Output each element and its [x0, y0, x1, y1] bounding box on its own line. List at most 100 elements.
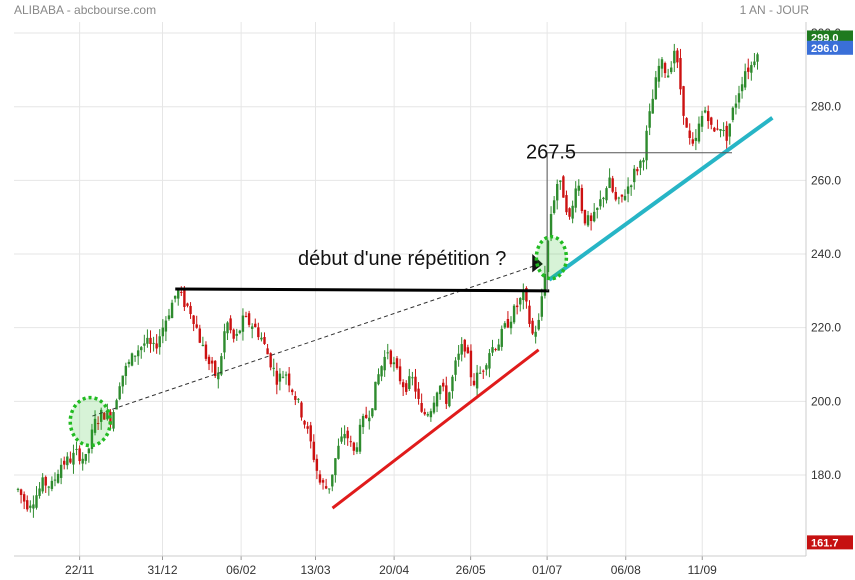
candle-body — [96, 423, 100, 425]
candle-body — [734, 103, 738, 108]
candle-body — [201, 344, 205, 347]
candle-body — [386, 352, 389, 354]
candle-body — [679, 58, 682, 90]
candle-body — [167, 315, 171, 320]
candle-body — [124, 365, 128, 377]
candle-body — [364, 414, 368, 418]
candle-body — [562, 176, 565, 198]
candle-body — [352, 442, 356, 451]
candle-body — [417, 388, 420, 399]
candle-body — [149, 337, 152, 345]
candle-body — [460, 344, 463, 355]
candle-body — [241, 315, 245, 332]
candle-body — [368, 417, 371, 422]
candle-body — [586, 215, 590, 226]
candle-body — [728, 123, 731, 137]
y-tick-260: 260.0 — [811, 173, 841, 187]
candle-body — [90, 429, 94, 449]
candle-body — [377, 374, 380, 385]
candle-body — [700, 115, 704, 127]
candle-body — [22, 494, 26, 502]
candle-body — [328, 488, 331, 490]
candle-body — [559, 180, 562, 182]
candle-body — [266, 348, 269, 355]
candle-body — [676, 50, 679, 63]
candle-body — [35, 495, 38, 508]
candle-body — [506, 318, 510, 328]
candle-body — [454, 360, 457, 375]
candle-body — [737, 93, 741, 103]
candle-body — [198, 328, 201, 343]
candle-body — [63, 460, 66, 465]
candle-body — [611, 178, 614, 192]
trend-drawings — [68, 116, 774, 510]
candle-body — [75, 448, 78, 450]
candle-body — [312, 441, 315, 460]
x-tick-3: 13/03 — [300, 563, 330, 577]
candle-body — [660, 59, 664, 69]
candle-body — [556, 184, 559, 201]
candle-body — [626, 186, 630, 194]
candle-body — [423, 412, 426, 415]
candle-body — [743, 71, 747, 88]
candle-body — [697, 123, 701, 142]
candle-body — [389, 350, 393, 365]
candle-body — [583, 209, 587, 224]
level-label-267: 267.5 — [526, 142, 576, 164]
candle-body — [315, 458, 319, 471]
candle-body — [485, 365, 488, 370]
candle-body — [725, 125, 728, 141]
candle-body — [232, 329, 235, 339]
candle-body — [294, 396, 297, 400]
candle-body — [395, 358, 399, 368]
candle-body — [525, 287, 528, 302]
y-tick-180: 180.0 — [811, 468, 841, 482]
candle-body — [543, 273, 547, 296]
y-tick-280: 280.0 — [811, 100, 841, 114]
candle-body — [140, 347, 143, 351]
candle-body — [106, 411, 109, 420]
candle-body — [657, 65, 661, 82]
candle-body — [210, 360, 214, 364]
candle-body — [602, 197, 605, 200]
candle-body — [143, 343, 146, 346]
candle-body — [291, 389, 294, 393]
candle-body — [247, 313, 251, 325]
candle-body — [303, 420, 306, 425]
candle-body — [170, 302, 174, 319]
candle-body — [118, 386, 121, 400]
candle-body — [438, 385, 442, 395]
candle-body — [451, 376, 454, 392]
candle-body — [651, 98, 654, 114]
candle-body — [710, 117, 713, 125]
candle-body — [93, 418, 97, 433]
candle-body — [192, 315, 195, 324]
candle-body — [448, 392, 451, 407]
candle-body — [343, 433, 346, 439]
repetition-note: début d'une répétition ? — [298, 248, 506, 270]
candle-body — [478, 372, 482, 374]
candle-body — [494, 348, 497, 350]
axis-labels: 180.0200.0220.0240.0260.0280.0300.022/11… — [65, 26, 841, 577]
candle-body — [238, 330, 242, 333]
candle-body — [217, 372, 220, 380]
candle-body — [16, 488, 20, 490]
candle-body — [183, 289, 186, 307]
candle-body — [688, 130, 691, 138]
candle-body — [756, 54, 759, 62]
candle-body — [599, 199, 602, 207]
candle-body — [155, 343, 158, 349]
candle-body — [306, 426, 309, 429]
candle-body — [713, 127, 716, 132]
candle-body — [531, 320, 534, 334]
candle-body — [642, 160, 645, 163]
candle-body — [340, 436, 343, 442]
candle-body — [540, 296, 544, 317]
candle-body — [180, 291, 183, 293]
candle-body — [500, 328, 503, 347]
candle-body — [337, 445, 340, 459]
candle-body — [84, 454, 87, 461]
y-tick-240: 240.0 — [811, 247, 841, 261]
candle-body — [457, 353, 460, 360]
